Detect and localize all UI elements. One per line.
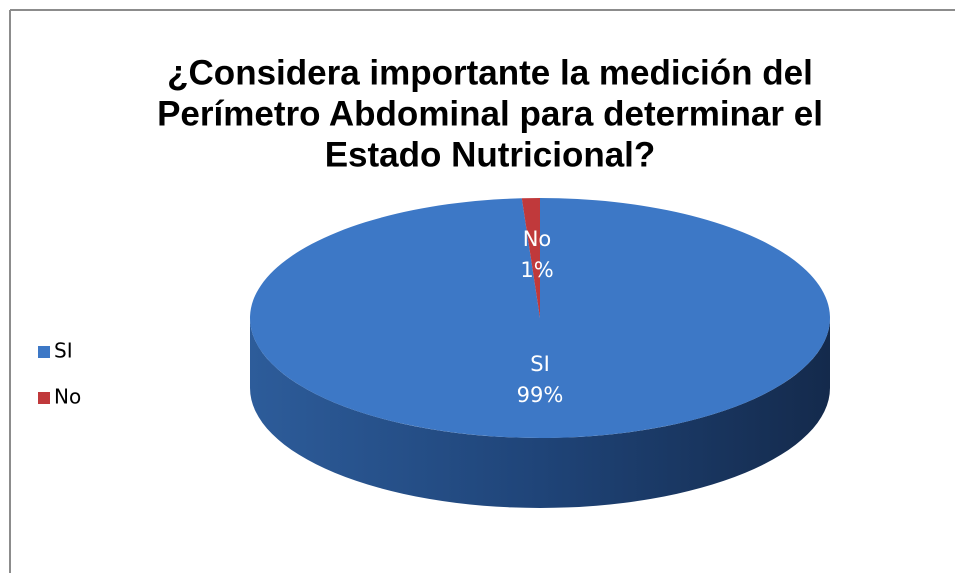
legend-label: SI xyxy=(54,339,73,363)
chart-title: Estado Nutricional? xyxy=(325,135,656,174)
chart-title: ¿Considera importante la medición del xyxy=(167,53,813,92)
data-label-category: SI xyxy=(530,352,550,376)
pie-slice xyxy=(249,198,830,438)
pie-side xyxy=(250,318,830,508)
data-label-category: No xyxy=(523,227,552,251)
legend-swatch xyxy=(38,346,50,358)
data-label: 99% xyxy=(517,383,564,407)
chart-title: Perímetro Abdominal para determinar el xyxy=(157,94,823,133)
legend-swatch xyxy=(38,392,50,404)
pie-slice xyxy=(521,198,540,318)
data-label: 1% xyxy=(520,258,553,282)
legend-label: No xyxy=(54,385,81,409)
